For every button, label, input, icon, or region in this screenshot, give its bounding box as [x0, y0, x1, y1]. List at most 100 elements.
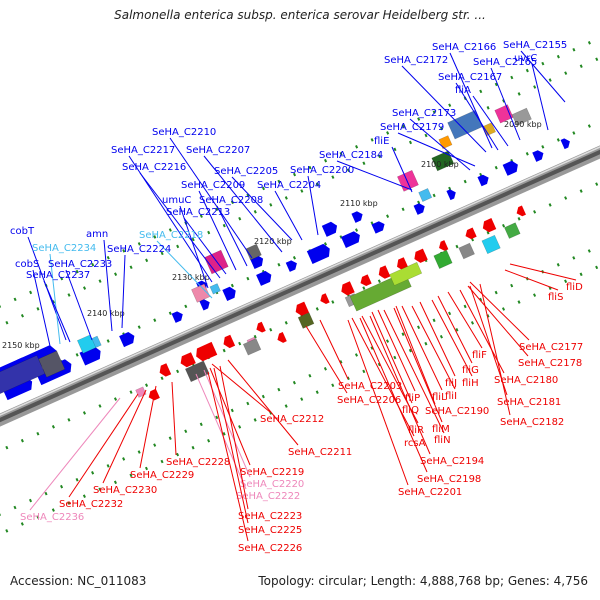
gene-label-reverse-30: SeHA_C2230	[93, 485, 157, 496]
leader-forward-13	[336, 160, 413, 191]
reverse-gene-6	[320, 293, 330, 304]
reverse-gene-2-body	[196, 341, 218, 362]
reverse-gene-4-body	[256, 321, 266, 333]
gene-label-reverse-5: fliG	[462, 365, 479, 376]
forward-gene-3-body	[119, 332, 135, 348]
feature-box-below-0-body	[184, 360, 210, 383]
leader-reverse-31	[347, 319, 409, 486]
forward-gene-16	[532, 150, 544, 162]
backbone-highlight	[0, 146, 600, 416]
gene-label-reverse-0: fliD	[566, 282, 583, 293]
feature-box-below-7	[458, 242, 475, 260]
feature-box-above-2-body	[76, 334, 97, 354]
feature-box-below-2	[297, 312, 315, 329]
forward-gene-10-body	[341, 231, 360, 248]
gene-label-forward-11: SeHA_C2217	[111, 145, 175, 156]
gene-label-forward-10: fliE	[374, 136, 389, 147]
gene-label-reverse-2: SeHA_C2177	[519, 342, 583, 353]
leader-forward-7	[409, 118, 471, 171]
reverse-gene-6-body	[320, 293, 330, 304]
forward-gene-3	[119, 332, 135, 348]
gene-label-reverse-7: SeHA_C2180	[494, 375, 558, 386]
kbp-label-5: 2140 kbp	[87, 309, 125, 318]
reverse-gene-7-body	[341, 281, 355, 296]
forward-gene-7-body	[256, 270, 272, 286]
gene-label-forward-8: SeHA_C2179	[380, 122, 444, 133]
kbp-label-2: 2110 kbp	[340, 199, 378, 208]
pseudo-forward-1	[209, 283, 221, 295]
leader-forward-17	[198, 190, 237, 271]
reverse-gene-9-body	[378, 265, 391, 279]
reverse-gene-12	[439, 240, 449, 251]
gene-label-forward-28: SeHA_C2233	[48, 259, 112, 270]
gene-label-forward-16: SeHA_C2200	[290, 165, 354, 176]
kbp-label-1: 2100 kbp	[421, 160, 459, 169]
gene-label-reverse-23: SeHA_C2211	[288, 447, 352, 458]
leader-reverse-22	[351, 317, 415, 437]
gene-label-forward-26: SeHA_C2224	[107, 244, 171, 255]
leader-reverse-2	[469, 281, 530, 341]
gene-label-forward-12: SeHA_C2207	[186, 145, 250, 156]
forward-gene-8-body	[285, 260, 297, 272]
leader-reverse-36	[213, 367, 249, 524]
forward-gene-17	[560, 138, 570, 150]
gene-label-reverse-9: fliJ	[445, 378, 457, 389]
leader-reverse-25	[369, 315, 431, 455]
gene-label-reverse-16: SeHA_C2190	[425, 406, 489, 417]
reverse-gene-14-body	[482, 218, 497, 233]
reverse-gene-0	[159, 363, 172, 377]
forward-gene-10	[341, 231, 360, 248]
forward-gene-7	[256, 270, 272, 286]
leader-reverse-37	[207, 371, 249, 542]
gene-label-forward-1: SeHA_C2155	[503, 40, 567, 51]
leader-reverse-18	[393, 307, 443, 423]
feature-box-below-5-body	[389, 261, 423, 286]
gene-label-forward-17: SeHA_C2209	[181, 180, 245, 191]
forward-gene-r2-5	[351, 211, 363, 223]
leader-reverse-30	[102, 389, 147, 484]
reverse-gene-8-body	[360, 274, 372, 287]
feature-box-above-3	[191, 283, 211, 303]
feature-box-above-2	[76, 334, 97, 354]
forward-gene-11	[371, 221, 385, 234]
forward-gene-11-body	[371, 221, 385, 234]
feature-box-above-5	[245, 243, 262, 261]
forward-gene-15-body	[502, 160, 518, 176]
gene-label-reverse-10: fliP	[405, 393, 420, 404]
feature-box-below-6	[433, 249, 453, 269]
gene-label-reverse-33: SeHA_C2232	[59, 499, 123, 510]
map-title: Salmonella enterica subsp. enterica sero…	[114, 8, 486, 22]
forward-gene-12-body	[413, 203, 425, 215]
kbp-label-6: 2150 kbp	[2, 341, 40, 350]
forward-gene-9-body	[306, 243, 330, 264]
gene-label-reverse-34: SeHA_C2223	[238, 511, 302, 522]
forward-gene-6	[222, 286, 236, 301]
feature-box-below-1-body	[242, 338, 262, 356]
reverse-gene-15-body	[516, 205, 526, 217]
reverse-gene-10	[397, 257, 409, 271]
forward-gene-9	[306, 243, 330, 264]
gene-label-reverse-27: SeHA_C2229	[130, 470, 194, 481]
feature-box-below-1	[242, 338, 262, 356]
feature-box-below-9	[504, 222, 521, 239]
feature-box-below-5	[389, 261, 423, 286]
leader-forward-12	[203, 155, 283, 253]
leader-forward-3	[490, 67, 521, 141]
gene-label-forward-15: SeHA_C2205	[214, 166, 278, 177]
gene-label-reverse-25: SeHA_C2194	[420, 456, 484, 467]
forward-gene-13-body	[446, 189, 456, 201]
leader-reverse-35	[29, 397, 121, 511]
reverse-gene-4	[256, 321, 266, 333]
leader-reverse-28	[359, 317, 428, 473]
gene-label-reverse-18: fliM	[432, 424, 450, 435]
gene-label-forward-25: SeHA_C2234	[32, 243, 96, 254]
leader-forward-27	[32, 269, 51, 347]
gene-label-reverse-15: fliQ	[402, 405, 419, 416]
leader-forward-6	[472, 95, 509, 147]
leader-forward-21	[183, 217, 227, 275]
gene-label-reverse-29: SeHA_C2220	[240, 479, 304, 490]
leader-reverse-15	[371, 311, 413, 404]
feature-box-above-8	[438, 135, 453, 150]
gene-label-reverse-4: SeHA_C2178	[518, 358, 582, 369]
gene-label-forward-13: SeHA_C2184	[319, 150, 383, 161]
